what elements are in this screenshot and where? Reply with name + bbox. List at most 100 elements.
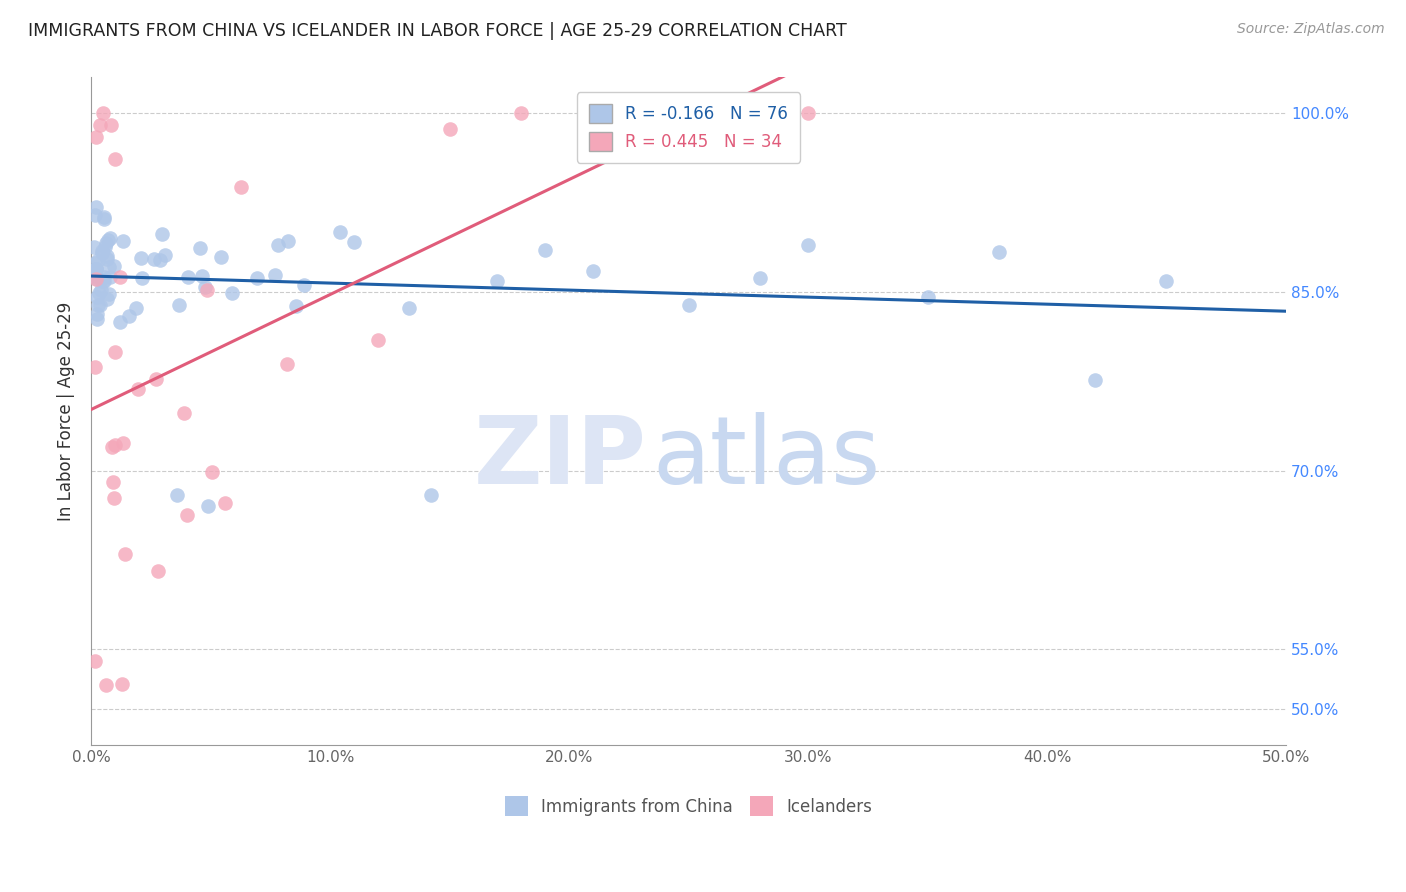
Y-axis label: In Labor Force | Age 25-29: In Labor Force | Age 25-29 bbox=[58, 301, 75, 521]
Point bbox=[193, 280, 215, 294]
Point bbox=[93, 274, 115, 288]
Point bbox=[94, 239, 117, 253]
Point bbox=[292, 277, 315, 292]
Point bbox=[276, 357, 298, 371]
Point bbox=[91, 244, 114, 259]
Text: IMMIGRANTS FROM CHINA VS ICELANDER IN LABOR FORCE | AGE 25-29 CORRELATION CHART: IMMIGRANTS FROM CHINA VS ICELANDER IN LA… bbox=[28, 22, 846, 40]
Point bbox=[197, 283, 219, 297]
Point bbox=[86, 290, 108, 304]
Point bbox=[201, 465, 224, 479]
Point bbox=[83, 208, 105, 222]
Text: ZIP: ZIP bbox=[474, 412, 647, 504]
Point bbox=[166, 487, 188, 501]
Point bbox=[98, 260, 121, 274]
Point bbox=[398, 301, 420, 315]
Point bbox=[486, 273, 509, 287]
Point bbox=[439, 121, 461, 136]
Point bbox=[96, 252, 118, 267]
Point bbox=[108, 315, 131, 329]
Point bbox=[111, 435, 134, 450]
Point bbox=[103, 491, 125, 505]
Point bbox=[606, 106, 628, 120]
Point bbox=[87, 285, 110, 300]
Point bbox=[125, 301, 148, 315]
Point bbox=[93, 274, 115, 288]
Point bbox=[104, 344, 127, 359]
Point bbox=[97, 233, 120, 247]
Point bbox=[89, 298, 111, 312]
Point bbox=[93, 269, 115, 284]
Point bbox=[129, 251, 152, 265]
Point bbox=[84, 262, 107, 277]
Point bbox=[83, 240, 105, 254]
Legend: Immigrants from China, Icelanders: Immigrants from China, Icelanders bbox=[498, 789, 879, 822]
Point bbox=[84, 130, 107, 145]
Point bbox=[101, 475, 124, 490]
Point bbox=[277, 234, 299, 248]
Point bbox=[173, 406, 195, 420]
Point bbox=[1084, 373, 1107, 387]
Point bbox=[84, 262, 107, 277]
Point bbox=[104, 438, 127, 452]
Point bbox=[419, 487, 441, 501]
Point bbox=[89, 118, 111, 132]
Point bbox=[98, 287, 121, 301]
Point bbox=[176, 508, 198, 523]
Point bbox=[188, 241, 211, 255]
Point bbox=[83, 654, 105, 668]
Point bbox=[167, 298, 190, 312]
Point bbox=[367, 334, 389, 348]
Point bbox=[917, 289, 939, 303]
Point bbox=[1156, 274, 1178, 288]
Point bbox=[209, 251, 232, 265]
Point bbox=[84, 272, 107, 286]
Point bbox=[111, 235, 134, 249]
Text: atlas: atlas bbox=[652, 412, 882, 504]
Point bbox=[149, 252, 172, 267]
Point bbox=[87, 297, 110, 311]
Point bbox=[582, 264, 605, 278]
Point bbox=[86, 307, 108, 321]
Point bbox=[90, 283, 112, 297]
Point bbox=[246, 271, 269, 285]
Point bbox=[83, 268, 105, 283]
Point bbox=[91, 246, 114, 260]
Point bbox=[749, 271, 772, 285]
Point bbox=[127, 382, 149, 396]
Point bbox=[221, 285, 243, 300]
Point bbox=[264, 268, 287, 282]
Point bbox=[93, 211, 115, 225]
Point bbox=[177, 270, 200, 285]
Point bbox=[108, 270, 131, 285]
Point bbox=[96, 292, 118, 306]
Point bbox=[267, 238, 290, 252]
Text: Source: ZipAtlas.com: Source: ZipAtlas.com bbox=[1237, 22, 1385, 37]
Point bbox=[86, 200, 108, 214]
Point bbox=[678, 298, 700, 312]
Point bbox=[83, 255, 105, 269]
Point bbox=[93, 106, 115, 120]
Point bbox=[197, 500, 219, 514]
Point bbox=[101, 440, 124, 454]
Point bbox=[93, 212, 115, 227]
Point bbox=[534, 244, 557, 258]
Point bbox=[797, 106, 820, 120]
Point bbox=[678, 106, 700, 120]
Point bbox=[111, 676, 134, 690]
Point bbox=[87, 253, 110, 268]
Point bbox=[86, 312, 108, 326]
Point bbox=[329, 225, 352, 239]
Point bbox=[86, 272, 108, 286]
Point bbox=[90, 272, 112, 286]
Point bbox=[84, 359, 107, 374]
Point bbox=[100, 118, 122, 132]
Point bbox=[988, 244, 1011, 259]
Point bbox=[114, 547, 136, 561]
Point bbox=[103, 260, 125, 274]
Point bbox=[214, 496, 236, 510]
Point bbox=[94, 236, 117, 251]
Point bbox=[83, 264, 105, 278]
Point bbox=[190, 268, 212, 283]
Point bbox=[342, 235, 364, 249]
Point bbox=[145, 372, 167, 386]
